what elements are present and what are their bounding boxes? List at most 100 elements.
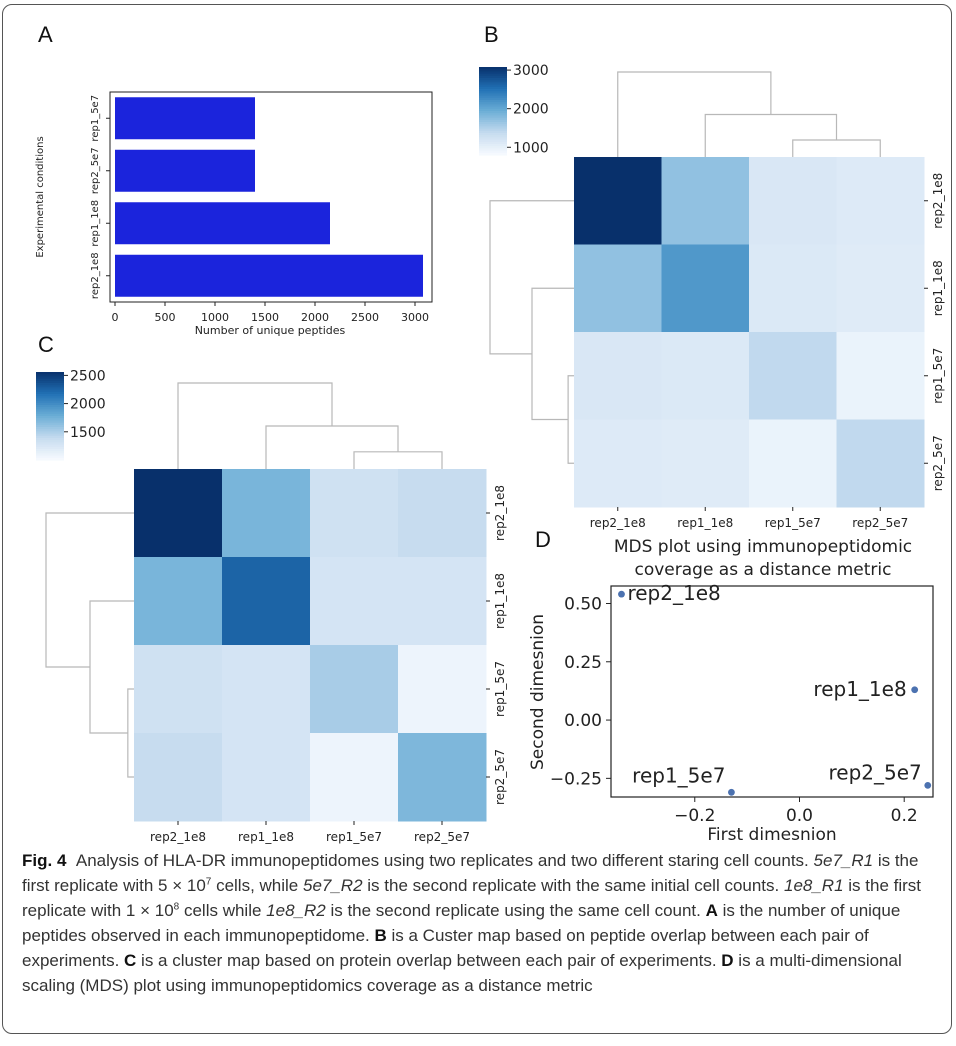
colorbar-segment bbox=[36, 424, 64, 428]
colorbar-segment bbox=[479, 119, 507, 123]
caption-text: is a cluster map based on protein overla… bbox=[136, 951, 722, 970]
colorbar-segment bbox=[36, 427, 64, 430]
colorbar-segment bbox=[479, 71, 507, 75]
colorbar-segment bbox=[36, 455, 64, 459]
heatmap-cell bbox=[661, 419, 750, 508]
colorbar-segment bbox=[36, 394, 64, 397]
y-tick-label: rep2_1e8 bbox=[90, 252, 101, 299]
mds-x-axis-label: First dimesnion bbox=[707, 825, 836, 845]
colorbar-segment bbox=[479, 133, 507, 136]
colorbar-segment bbox=[36, 402, 64, 406]
dendrogram-branch bbox=[45, 512, 134, 668]
scatter-point-rep1_5e7 bbox=[728, 788, 735, 796]
colorbar-segment bbox=[479, 93, 507, 97]
heatmap-cell bbox=[134, 469, 223, 558]
heatmap-row-label: rep1_1e8 bbox=[493, 573, 507, 629]
colorbar-segment bbox=[36, 431, 64, 435]
heatmap-cell bbox=[836, 244, 925, 333]
mds-scatter-panel-d: MDS plot using immunopeptidomic coverage… bbox=[528, 537, 934, 845]
heatmap-cell bbox=[398, 557, 487, 646]
scatter-point-label: rep1_1e8 bbox=[813, 677, 906, 701]
dendrogram-branch bbox=[265, 425, 399, 469]
colorbar-segment bbox=[479, 84, 507, 88]
colorbar-segment bbox=[36, 405, 64, 408]
colorbar-tick-label: 2500 bbox=[70, 368, 106, 384]
colorbar-segment bbox=[479, 146, 507, 149]
heatmap-row-label: rep2_1e8 bbox=[931, 173, 945, 229]
colorbar-segment bbox=[36, 385, 64, 388]
x-tick-label: 0.2 bbox=[891, 806, 918, 826]
dendrogram-branch bbox=[177, 382, 333, 469]
colorbar-segment bbox=[36, 429, 64, 432]
caption-title: Analysis of HLA-DR immunopeptidomes usin… bbox=[75, 851, 809, 870]
heatmap-column-label: rep1_1e8 bbox=[677, 516, 733, 530]
colorbar-tick-label: 3000 bbox=[513, 63, 549, 79]
heatmap-cell bbox=[836, 419, 925, 508]
colorbar-segment bbox=[479, 75, 507, 79]
caption-text: cells while bbox=[179, 901, 267, 920]
heatmap-cell bbox=[574, 332, 662, 420]
colorbar-segment bbox=[479, 126, 507, 130]
colorbar-segment bbox=[36, 457, 64, 461]
colorbar-segment bbox=[36, 422, 64, 426]
colorbar-segment bbox=[36, 387, 64, 391]
colorbar-segment bbox=[479, 113, 507, 116]
mds-title-line-1: MDS plot using immunopeptidomic bbox=[614, 537, 912, 557]
x-tick-label: 2500 bbox=[351, 311, 379, 324]
colorbar-segment bbox=[36, 444, 64, 448]
colorbar-segment bbox=[36, 433, 64, 437]
heatmap-cell bbox=[310, 733, 399, 822]
colorbar-segment bbox=[479, 115, 507, 119]
heatmap-cell bbox=[134, 733, 223, 822]
colorbar-segment bbox=[36, 376, 64, 380]
figure-caption: Fig. 4 Analysis of HLA-DR immunopeptidom… bbox=[22, 848, 940, 998]
colorbar-segment bbox=[479, 128, 507, 132]
colorbar-segment bbox=[36, 374, 64, 377]
dendrogram-branch bbox=[617, 71, 772, 157]
heatmap-row-label: rep1_1e8 bbox=[931, 260, 945, 316]
colorbar-segment bbox=[36, 416, 64, 419]
bar-rep2_5e7 bbox=[115, 149, 255, 192]
colorbar-segment bbox=[479, 135, 507, 138]
colorbar-segment bbox=[479, 108, 507, 112]
y-tick-label: rep1_5e7 bbox=[90, 95, 101, 142]
heatmap-cell bbox=[134, 645, 223, 734]
heatmap-row-label: rep1_5e7 bbox=[493, 661, 507, 717]
caption-text: cells, while bbox=[211, 876, 303, 895]
colorbar-segment bbox=[479, 102, 507, 105]
x-tick-label: 500 bbox=[155, 311, 176, 324]
heatmap-cell bbox=[398, 469, 487, 558]
colorbar-segment bbox=[36, 440, 64, 443]
colorbar-segment bbox=[479, 82, 507, 86]
colorbar-tick-label: 1500 bbox=[70, 425, 106, 441]
x-tick-label: 0.0 bbox=[786, 806, 813, 826]
caption-panel-key: D bbox=[721, 951, 734, 970]
caption-sample-name: 1e8_R1 bbox=[783, 876, 844, 895]
scatter-point-rep2_5e7 bbox=[924, 781, 932, 789]
colorbar-segment bbox=[36, 380, 64, 384]
colorbar-segment bbox=[479, 152, 507, 156]
heatmap-cell bbox=[574, 419, 662, 508]
caption-panel-key: C bbox=[124, 951, 137, 970]
figure-canvas: A B C D rep1_5e7 rep2_5e7 rep1_1e8 rep2_1e8… bbox=[35, 22, 945, 845]
heatmap-row-label: rep2_1e8 bbox=[493, 485, 507, 541]
heatmap-column-label: rep2_1e8 bbox=[150, 830, 206, 844]
caption-exponent: 8 bbox=[173, 901, 180, 913]
heatmap-row-label: rep1_5e7 bbox=[931, 348, 945, 404]
heatmap-cell bbox=[574, 157, 662, 245]
heatmap-cell bbox=[749, 157, 837, 245]
colorbar-segment bbox=[36, 438, 64, 441]
colorbar-segment bbox=[479, 122, 507, 125]
caption-figure-label: Fig. 4 bbox=[22, 851, 67, 870]
bar-chart-y-axis-label: Experimental conditions bbox=[35, 136, 46, 257]
x-tick-label: 1000 bbox=[201, 311, 229, 324]
colorbar-segment bbox=[479, 148, 507, 152]
colorbar-segment bbox=[479, 104, 507, 108]
bar-chart-panel-a: rep1_5e7 rep2_5e7 rep1_1e8 rep2_1e8 0 500 100… bbox=[35, 91, 433, 337]
x-tick-label: 1500 bbox=[251, 311, 279, 324]
colorbar-segment bbox=[479, 150, 507, 154]
colorbar-segment bbox=[479, 144, 507, 147]
colorbar-segment bbox=[479, 80, 507, 83]
colorbar-segment bbox=[36, 372, 64, 375]
